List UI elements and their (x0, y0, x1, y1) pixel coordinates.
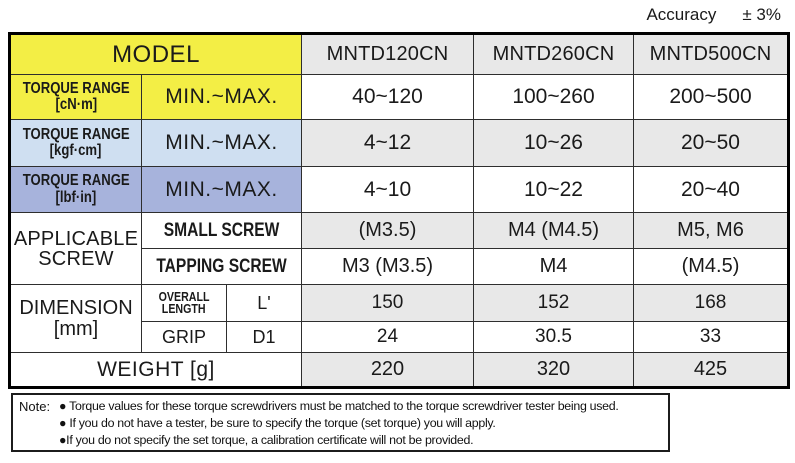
torque-range-unit: [kgf·cm] (50, 142, 102, 159)
spec-table: MODEL MNTD120CN MNTD260CN MNTD500CN TORQ… (8, 32, 790, 389)
dimension-line2: [mm] (53, 317, 99, 340)
weight-value-cell: 220 (301, 352, 474, 388)
torque-range-unit: [cN·m] (55, 96, 97, 113)
dimension-symbol-cell: L' (226, 284, 302, 322)
torque-value-cell: 4~12 (301, 119, 474, 167)
table-row-weight: WEIGHT [g] 220 320 425 (9, 352, 789, 388)
model-header-cell: MODEL (9, 33, 302, 75)
dimension-line1: DIMENSION (19, 296, 133, 319)
applicable-screw-label: APPLICABLE SCREW (9, 212, 142, 285)
small-screw-label: SMALL SCREW (141, 212, 302, 249)
weight-label: WEIGHT [g] (9, 352, 302, 388)
accuracy-label: Accuracy (646, 5, 717, 24)
overall-length-line2: LENGTH (162, 301, 206, 316)
screw-value-cell: (M4.5) (633, 248, 789, 285)
grip-label: GRIP (141, 321, 227, 353)
min-max-cell: MIN.~MAX. (141, 119, 302, 167)
dimension-symbol-cell: D1 (226, 321, 302, 353)
dimension-value-cell: 33 (633, 321, 789, 353)
note-box: Note: ● Torque values for these torque s… (11, 393, 670, 452)
model-name-cell: MNTD120CN (301, 33, 474, 75)
dimension-value-cell: 30.5 (473, 321, 634, 353)
torque-value-cell: 4~10 (301, 166, 474, 213)
tapping-screw-label: TAPPING SCREW (141, 248, 302, 285)
torque-value-cell: 20~40 (633, 166, 789, 213)
table-row-torque-kgfcm: TORQUE RANGE [kgf·cm] MIN.~MAX. 4~12 10~… (9, 119, 789, 167)
accuracy-note: Accuracy ± 3% (646, 5, 781, 25)
torque-range-cnm-label: TORQUE RANGE [cN·m] (9, 74, 142, 120)
table-row-small-screw: APPLICABLE SCREW SMALL SCREW (M3.5) M4 (… (9, 212, 789, 285)
torque-value-cell: 10~22 (473, 166, 634, 213)
table-row-model: MODEL MNTD120CN MNTD260CN MNTD500CN (9, 33, 789, 75)
torque-value-cell: 200~500 (633, 74, 789, 120)
torque-range-kgfcm-label: TORQUE RANGE [kgf·cm] (9, 119, 142, 167)
dimension-label: DIMENSION [mm] (9, 284, 142, 353)
dimension-value-cell: 150 (301, 284, 474, 322)
accuracy-value: ± 3% (742, 5, 781, 24)
dimension-value-cell: 24 (301, 321, 474, 353)
overall-length-label: OVERALL LENGTH (141, 284, 227, 322)
small-screw-label-text: SMALL SCREW (163, 219, 280, 241)
screw-value-cell: M4 (M4.5) (473, 212, 634, 249)
tapping-screw-label-text: TAPPING SCREW (156, 255, 287, 277)
weight-value-cell: 425 (633, 352, 789, 388)
model-name-cell: MNTD260CN (473, 33, 634, 75)
torque-value-cell: 40~120 (301, 74, 474, 120)
min-max-cell: MIN.~MAX. (141, 166, 302, 213)
torque-value-cell: 10~26 (473, 119, 634, 167)
applicable-screw-line1: APPLICABLE (13, 227, 139, 250)
note-item: ● Torque values for these torque screwdr… (59, 399, 619, 413)
min-max-cell: MIN.~MAX. (141, 74, 302, 120)
dimension-value-cell: 152 (473, 284, 634, 322)
torque-range-label-line1: TORQUE RANGE (22, 79, 130, 97)
torque-range-lbfin-label: TORQUE RANGE [lbf·in] (9, 166, 142, 213)
torque-range-label-line1: TORQUE RANGE (22, 125, 130, 143)
note-item: ● If you do not have a tester, be sure t… (59, 416, 496, 430)
note-item: ●If you do not specify the set torque, a… (59, 433, 474, 447)
table-row-grip: GRIP D1 24 30.5 33 (10, 321, 789, 353)
screw-value-cell: (M3.5) (301, 212, 474, 249)
table-row-torque-cnm: TORQUE RANGE [cN·m] MIN.~MAX. 40~120 100… (9, 74, 789, 120)
table-row-overall-length: DIMENSION [mm] OVERALL LENGTH L' 150 152… (9, 284, 789, 353)
table-row-torque-lbfin: TORQUE RANGE [lbf·in] MIN.~MAX. 4~10 10~… (9, 166, 789, 213)
applicable-screw-line2: SCREW (38, 247, 114, 270)
screw-value-cell: M4 (473, 248, 634, 285)
torque-value-cell: 20~50 (633, 119, 789, 167)
screw-value-cell: M3 (M3.5) (301, 248, 474, 285)
torque-range-label-line1: TORQUE RANGE (22, 172, 130, 190)
model-name-cell: MNTD500CN (633, 33, 789, 75)
torque-value-cell: 100~260 (473, 74, 634, 120)
overall-length-line1: OVERALL (158, 288, 210, 304)
screw-value-cell: M5, M6 (633, 212, 789, 249)
weight-value-cell: 320 (473, 352, 634, 388)
dimension-value-cell: 168 (633, 284, 789, 322)
note-label: Note: (19, 399, 51, 414)
table-row-tapping-screw: TAPPING SCREW M3 (M3.5) M4 (M4.5) (10, 248, 789, 285)
torque-range-unit: [lbf·in] (55, 188, 97, 206)
